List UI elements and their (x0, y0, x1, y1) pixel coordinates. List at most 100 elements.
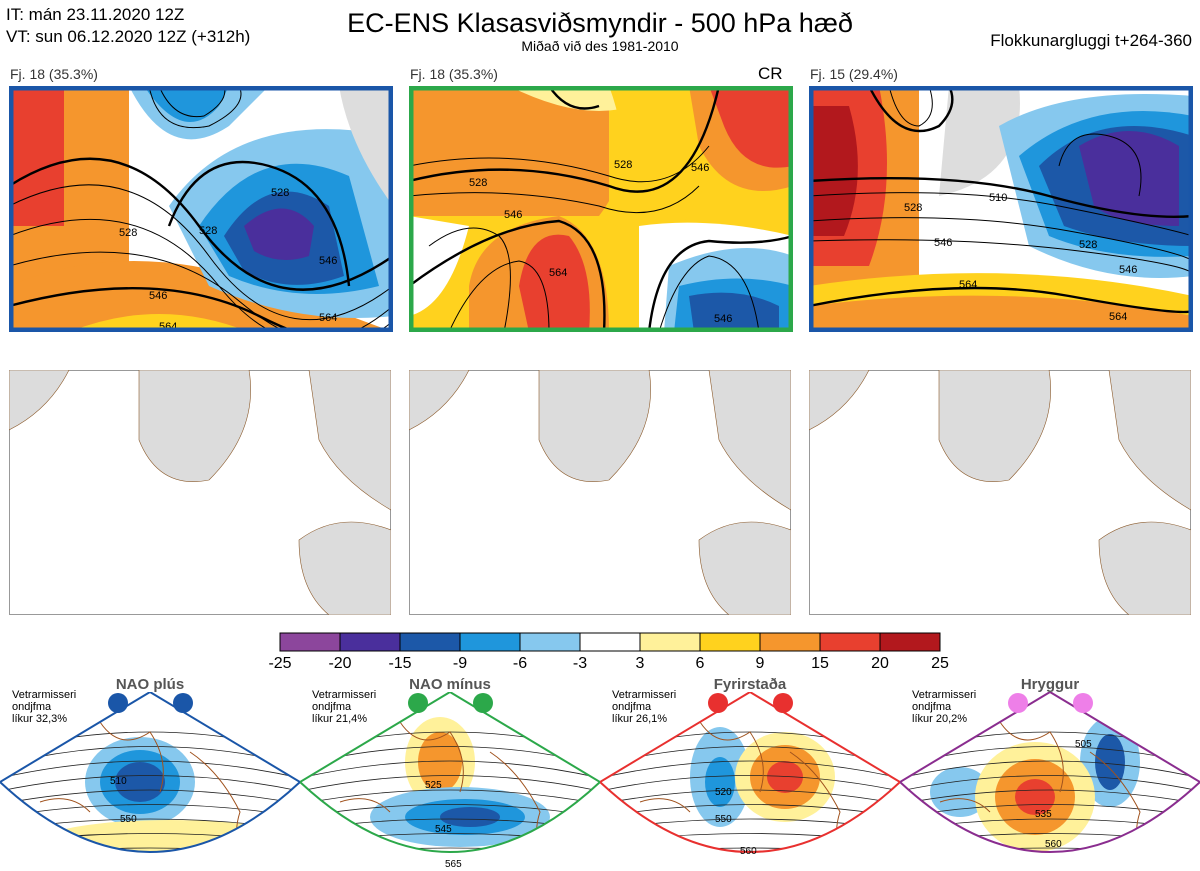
colorbar-segment (879, 632, 941, 652)
cluster-map-3: 528 510 546 528 564 564 546 (809, 86, 1193, 332)
height-contour (600, 804, 900, 818)
regime-marker-dot (773, 693, 793, 713)
regime-title: Fyrirstaða (713, 676, 787, 693)
contour-label: 546 (504, 209, 522, 221)
height-contour (900, 863, 1200, 868)
regime-marker-dot (1073, 693, 1093, 713)
colorbar-segment (279, 632, 341, 652)
regime-border (900, 692, 1200, 853)
contour-label: 520 (715, 787, 732, 798)
regime-marker-dot (108, 693, 128, 713)
base-map-2 (409, 370, 791, 615)
contour-label: 546 (319, 255, 337, 267)
contour-label: 550 (715, 814, 732, 825)
height-contour (0, 775, 300, 792)
regime-info-line: ondjfma (912, 701, 952, 713)
regime-border (300, 692, 600, 853)
header-init-info: IT: mán 23.11.2020 12Z VT: sun 06.12.202… (6, 4, 250, 48)
regime-marker-dot (708, 693, 728, 713)
regime-marker-dot (473, 693, 493, 713)
panel-1-label: Fj. 18 (35.3%) (10, 66, 98, 82)
colorbar-segment (639, 632, 701, 652)
regime-title: NAO mínus (409, 676, 491, 693)
regime-info-line: Vetrarmisseri (612, 689, 677, 701)
regime-marker-dot (1008, 693, 1028, 713)
contour-label: 546 (714, 313, 732, 325)
height-contour (300, 804, 600, 818)
regime-marker-dot (173, 693, 193, 713)
contour-label: 560 (1045, 839, 1062, 850)
regime-info-line: ondjfma (612, 701, 652, 713)
contour-label: 528 (271, 187, 289, 199)
height-contour (0, 847, 300, 852)
contour-label: 510 (989, 192, 1007, 204)
regime-info-line: ondjfma (312, 701, 352, 713)
contour-label: 546 (149, 290, 167, 302)
colorbar-tick-label: 6 (695, 655, 705, 672)
colorbar-segment (579, 632, 641, 652)
height-contour (600, 863, 900, 868)
contour-label: 546 (691, 162, 709, 174)
height-contour (300, 760, 600, 779)
colorbar-segment (459, 632, 521, 652)
regime-info: Vetrarmisseri ondjfma líkur 32,3% (12, 689, 76, 725)
contour-label: 545 (435, 824, 452, 835)
regime-info-line: Vetrarmisseri (912, 689, 977, 701)
valid-time: VT: sun 06.12.2020 12Z (+312h) (6, 27, 251, 46)
colorbar-segment (759, 632, 821, 652)
panel-2-label: Fj. 18 (35.3%) (410, 66, 498, 82)
height-contour (900, 775, 1200, 792)
init-time: IT: mán 23.11.2020 12Z (6, 5, 185, 24)
regime-map: 510 550 (0, 692, 300, 868)
anomaly-area (1015, 779, 1055, 815)
regime-info-line: líkur 26,1% (612, 713, 668, 725)
anomaly-area (1015, 866, 1045, 867)
regime-info: Vetrarmisseri ondjfma líkur 26,1% (612, 689, 676, 725)
contour-label: 510 (110, 776, 127, 787)
colorbar-segment (519, 632, 581, 652)
height-contour (900, 847, 1200, 852)
contour-label: 564 (159, 321, 177, 332)
anomaly-area (767, 761, 803, 793)
contour-label: 564 (549, 267, 567, 279)
anomaly-area (40, 820, 300, 852)
regime-border (600, 692, 900, 853)
anomaly-area (115, 762, 165, 802)
regime-info-line: líkur 20,2% (912, 713, 968, 725)
regime-info-line: ondjfma (12, 701, 52, 713)
height-contour (600, 760, 900, 779)
height-contour (300, 775, 600, 792)
contour-label: 565 (445, 859, 462, 867)
contour-label: 535 (1035, 809, 1052, 820)
colorbar-tick-label: -3 (572, 655, 588, 672)
contour-label: 528 (469, 177, 487, 189)
contour-label: 564 (959, 279, 977, 291)
height-contour (600, 775, 900, 792)
regime-info-line: Vetrarmisseri (12, 689, 77, 701)
colorbar-segment (819, 632, 881, 652)
colorbar-segment (699, 632, 761, 652)
colorbar-tick-label: 3 (635, 655, 645, 672)
regime-info: Vetrarmisseri ondjfma líkur 21,4% (312, 689, 376, 725)
contour-label: 528 (119, 227, 137, 239)
height-contour (0, 863, 300, 868)
colorbar-tick-label: -25 (268, 655, 292, 672)
page-subtitle: Miðað við des 1981-2010 (521, 38, 679, 54)
colorbar-tick-label: -6 (512, 655, 528, 672)
contour-label: 528 (1079, 239, 1097, 251)
regime-map: 525 545 565 (300, 692, 600, 867)
colorbar-segment (339, 632, 401, 652)
height-contour (900, 760, 1200, 779)
classification-window: Flokkunargluggi t+264-360 (990, 31, 1192, 50)
contour-label: 546 (1119, 264, 1137, 276)
base-map-3 (809, 370, 1191, 615)
regime-info-line: líkur 32,3% (12, 713, 68, 725)
anomaly-area (440, 807, 500, 827)
height-contour (900, 804, 1200, 818)
contour-label: 525 (425, 780, 442, 791)
height-contour (600, 847, 900, 852)
height-contour (300, 847, 600, 852)
contour-label: 550 (120, 814, 137, 825)
contour-label: 560 (740, 846, 757, 857)
panel-2-tag: CR (758, 64, 783, 83)
